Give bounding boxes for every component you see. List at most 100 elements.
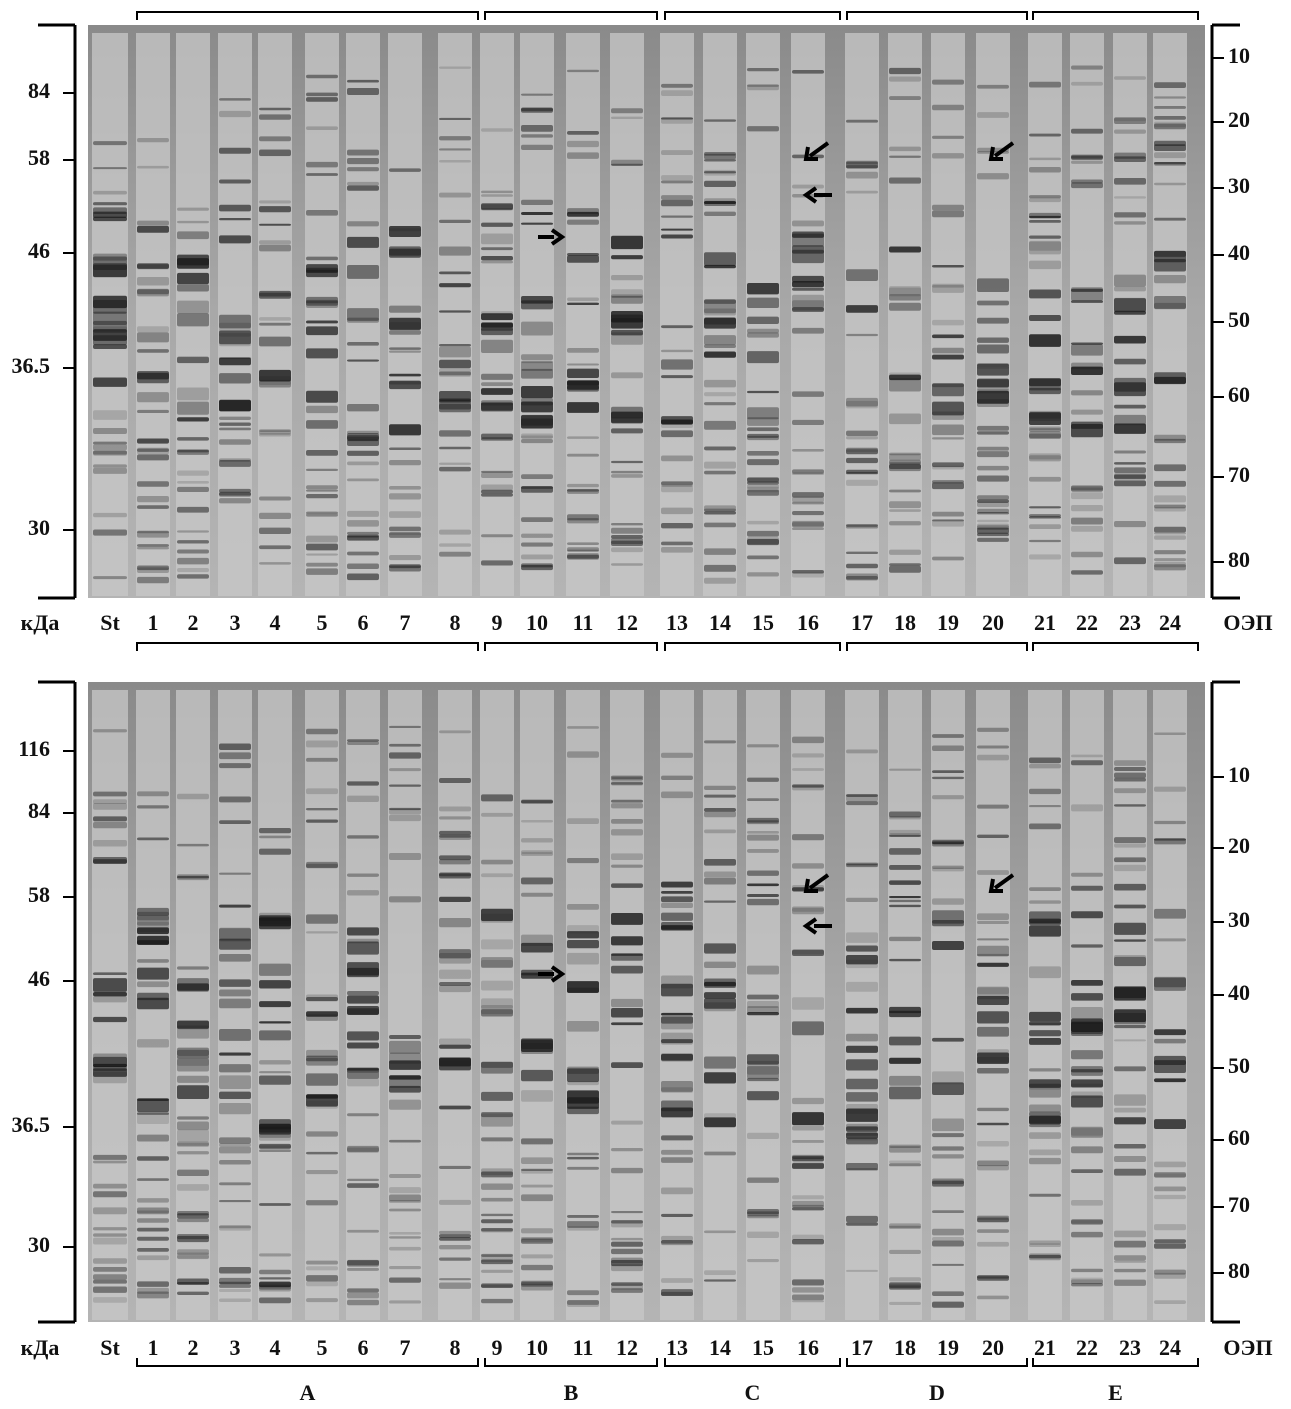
band [747,539,779,546]
band [889,1006,921,1018]
band [93,141,127,146]
band [1154,504,1186,509]
band [137,263,169,269]
band [1029,1157,1061,1165]
position-label: 70 [1228,1192,1250,1217]
band [1029,1079,1061,1088]
band [792,1300,824,1303]
band [846,449,878,455]
band [792,753,824,758]
band [137,1207,169,1215]
band [747,1208,779,1215]
band [1114,772,1146,779]
band [747,520,779,525]
band [1154,480,1186,487]
lane-label: ОЭП [1223,610,1272,635]
band [704,564,736,572]
band [137,1248,169,1252]
band [792,1207,824,1211]
band [521,1236,553,1240]
band [792,997,824,1010]
band [306,468,338,471]
band [1114,864,1146,872]
lane [791,690,825,1320]
band [389,564,421,569]
band [747,297,779,308]
band [747,1132,779,1139]
band [389,814,421,822]
band [567,208,599,215]
band [1071,993,1103,1001]
band [611,329,643,336]
band [1154,1038,1186,1044]
band [567,981,599,993]
band [93,991,127,997]
band [611,1022,643,1026]
band [481,980,513,991]
band [1029,433,1061,440]
band [1071,288,1103,292]
band [347,873,379,877]
position-label: 20 [1228,833,1250,858]
band [347,941,379,955]
lane [845,33,879,596]
band [661,1135,693,1141]
band [1071,424,1103,438]
band [219,1137,251,1144]
band [219,1091,251,1100]
band [1029,219,1061,223]
band [661,1087,693,1093]
band [219,98,251,101]
band [521,108,553,112]
band [137,967,169,980]
band [219,1225,251,1229]
band [704,1151,736,1156]
band [1114,286,1146,292]
arrow [538,965,566,983]
band [932,283,964,288]
band [567,297,599,302]
band [661,1157,693,1163]
band [661,975,693,989]
band [1029,1124,1061,1128]
lane-label: 8 [450,1335,461,1360]
arrow [803,873,830,893]
band [177,284,209,292]
band [521,418,553,429]
band [611,1260,643,1267]
band [977,1275,1009,1281]
band [481,203,513,210]
band [792,1140,824,1143]
band [932,1210,964,1214]
band [439,859,471,865]
band [481,313,513,321]
band [347,962,379,976]
band [747,817,779,823]
band [889,899,921,903]
band [1154,535,1186,540]
position-label: 50 [1228,307,1250,332]
band [1071,179,1103,184]
band [567,1226,599,1231]
band [219,491,251,497]
band [1071,1007,1103,1020]
band [481,1213,513,1217]
band [611,332,643,345]
band [481,382,513,386]
band [611,913,643,925]
band [93,1233,127,1237]
band [792,249,824,264]
band [389,526,421,532]
band [219,314,251,329]
position-label: 50 [1228,1053,1250,1078]
band [977,1217,1009,1223]
band [977,727,1009,732]
band [1114,557,1146,565]
band [137,1178,169,1181]
group-bracket [664,642,841,651]
band [177,549,209,554]
band [177,506,209,513]
band [846,457,878,464]
band [704,335,736,346]
band [439,873,471,877]
